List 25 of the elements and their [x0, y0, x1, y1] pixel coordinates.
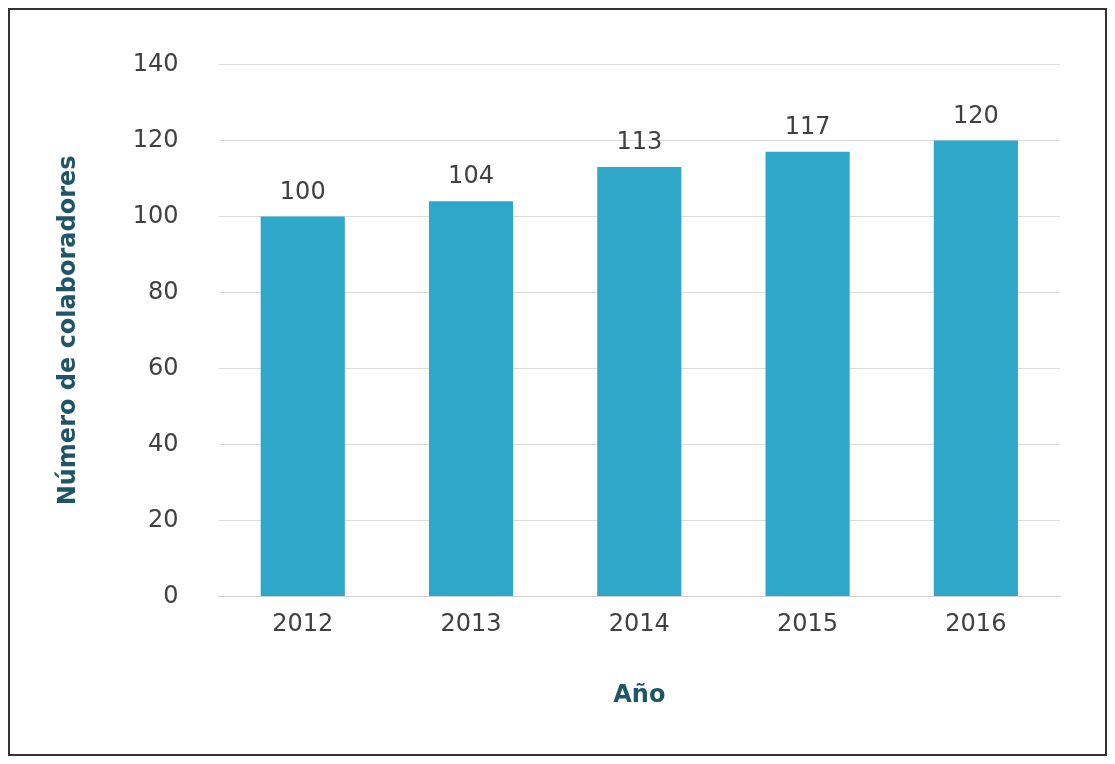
x-tick-label: 2013 [440, 609, 502, 638]
bar [597, 167, 682, 596]
bar [260, 216, 345, 596]
y-tick-label: 120 [132, 124, 179, 153]
y-tick-label: 80 [148, 276, 179, 305]
y-tick-label: 100 [132, 200, 179, 229]
y-tick-label: 40 [148, 428, 179, 457]
x-tick-label: 2016 [945, 609, 1007, 638]
x-tick-label: 2014 [608, 609, 670, 638]
x-tick-label: 2012 [272, 609, 334, 638]
y-tick-label: 20 [148, 504, 179, 533]
x-tick-label: 2015 [777, 609, 839, 638]
data-label: 120 [952, 100, 999, 129]
data-label: 117 [784, 112, 831, 141]
y-tick-label: 0 [163, 580, 179, 609]
bar [765, 151, 850, 596]
y-tick-label: 60 [148, 352, 179, 381]
y-axis-title: Número de colaboradores [52, 155, 81, 506]
data-label: 100 [279, 176, 326, 205]
x-axis-title: Año [613, 679, 666, 708]
bar [933, 140, 1018, 596]
y-tick-label: 140 [132, 48, 179, 77]
bar [428, 201, 514, 596]
data-label: 104 [448, 161, 494, 190]
data-label: 113 [616, 127, 663, 156]
